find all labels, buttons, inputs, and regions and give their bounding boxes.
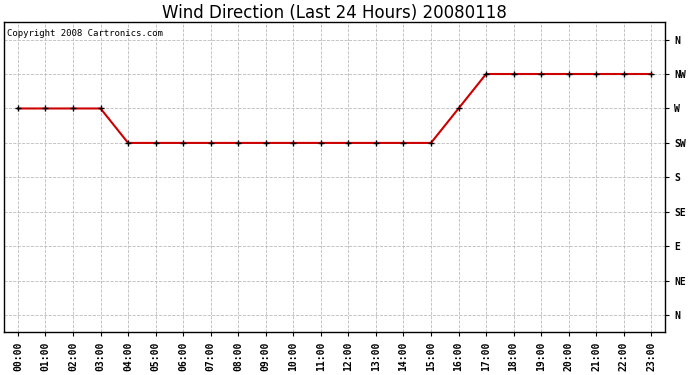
Text: Copyright 2008 Cartronics.com: Copyright 2008 Cartronics.com (8, 28, 164, 38)
Title: Wind Direction (Last 24 Hours) 20080118: Wind Direction (Last 24 Hours) 20080118 (162, 4, 507, 22)
